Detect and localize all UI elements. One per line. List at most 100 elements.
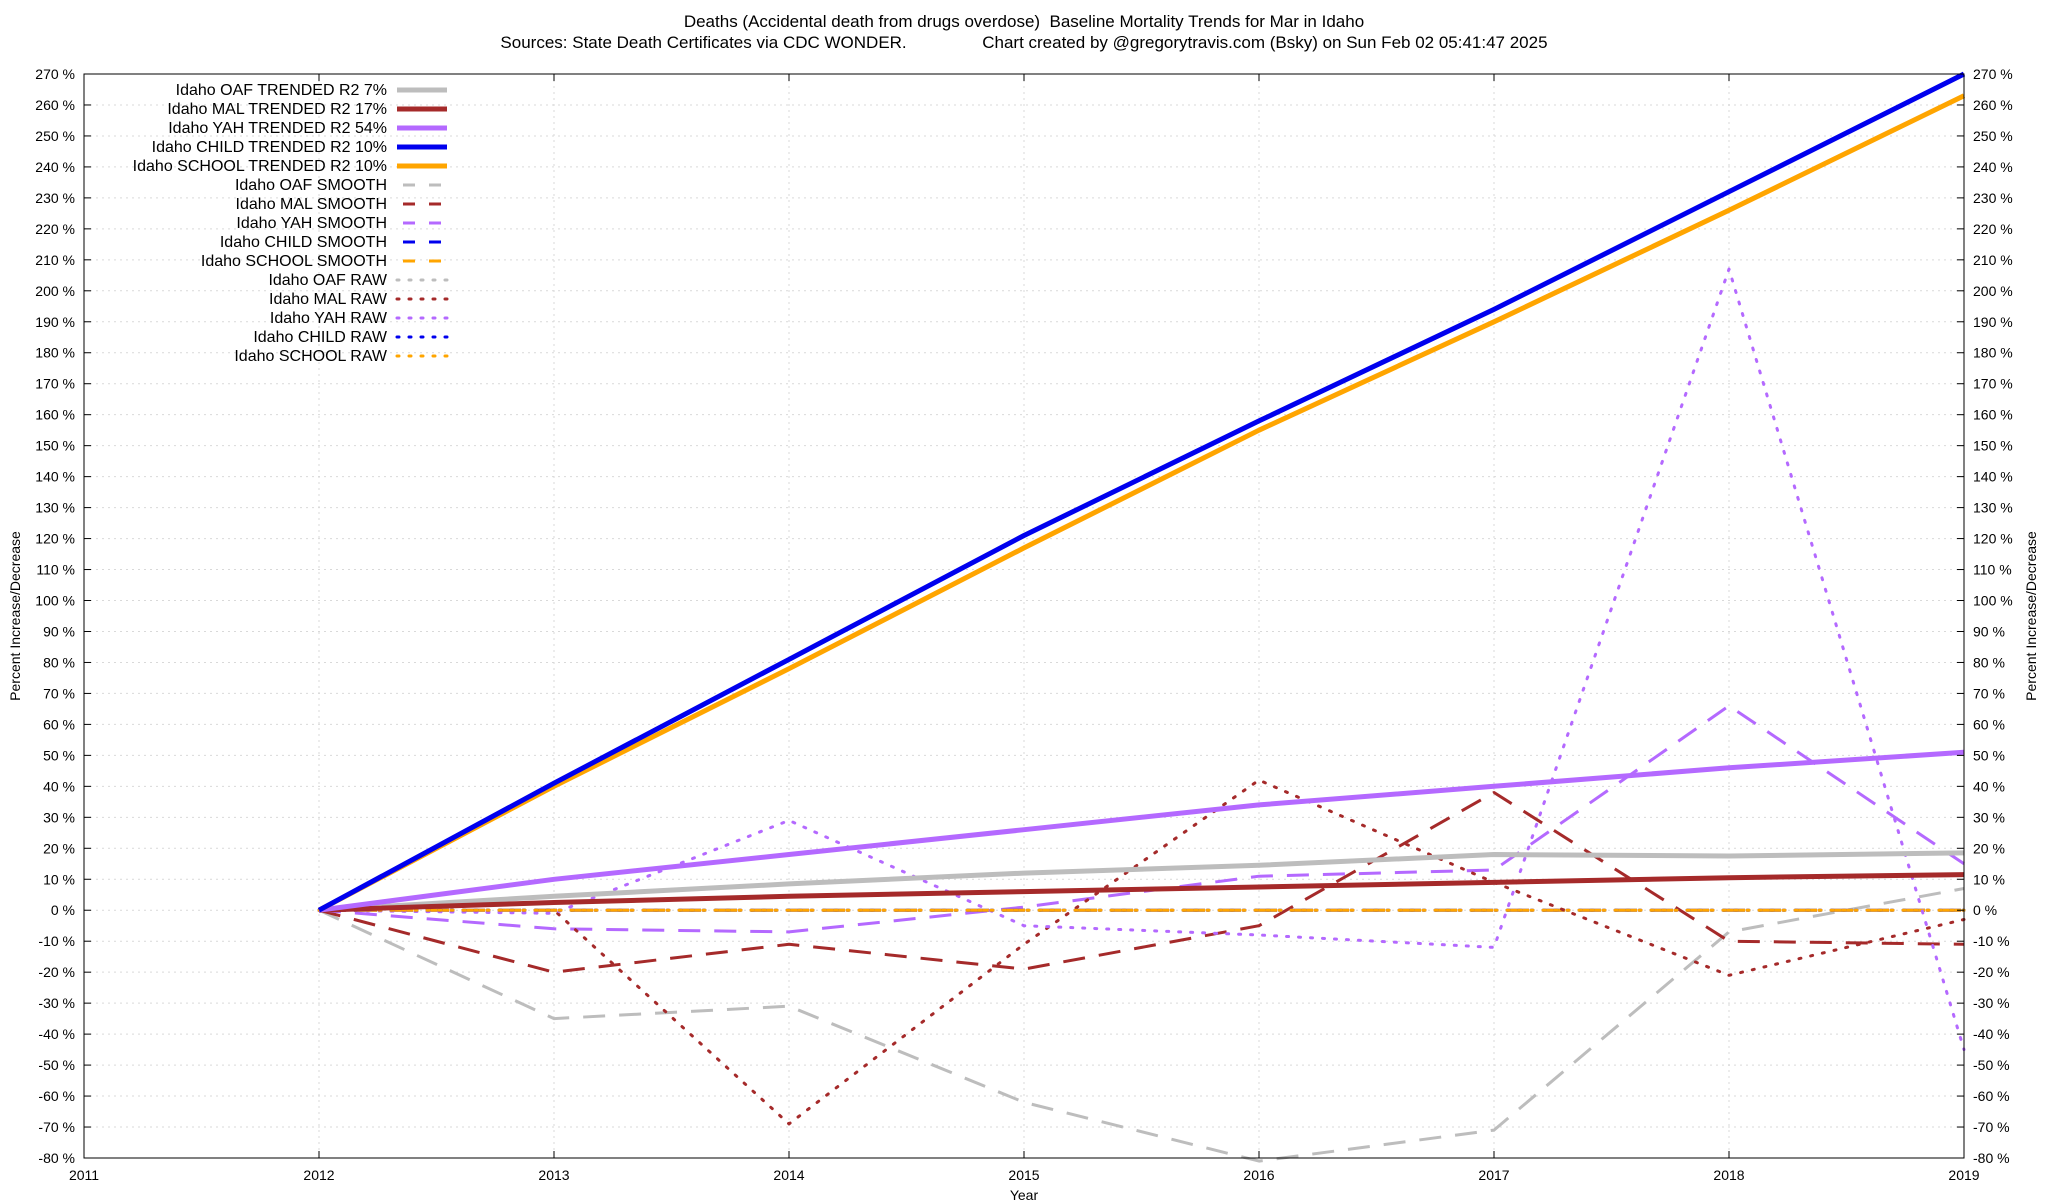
y2-tick-label: 80 %: [1973, 654, 2005, 670]
x-tick-label: 2016: [1243, 1167, 1274, 1183]
legend-label: Idaho SCHOOL RAW: [234, 348, 388, 365]
legend-label: Idaho SCHOOL SMOOTH: [201, 253, 387, 270]
y2-tick-label: 180 %: [1973, 345, 2013, 361]
y2-tick-label: 170 %: [1973, 376, 2013, 392]
series-lines: [317, 71, 1966, 1163]
series-line-idaho-mal-raw: [317, 778, 1966, 1126]
x-tick-label: 2019: [1948, 1167, 1979, 1183]
y2-tick-label: 110 %: [1973, 562, 2012, 578]
y-tick-label: 180 %: [35, 345, 75, 361]
series-line-idaho-yah-trended-r2-54: [318, 749, 1965, 913]
y-tick-label: 200 %: [35, 283, 75, 299]
y-tick-label: 100 %: [35, 593, 75, 609]
legend-label: Idaho CHILD TRENDED R2 10%: [152, 139, 387, 156]
x-tick-label: 2015: [1008, 1167, 1039, 1183]
y2-tick-label: -10 %: [1973, 933, 2010, 949]
series-line-idaho-yah-raw: [317, 267, 1966, 1052]
y2-tick-label: -70 %: [1973, 1119, 2010, 1135]
y-tick-label: -70 %: [38, 1119, 75, 1135]
x-tick-label: 2017: [1478, 1167, 1509, 1183]
y-tick-label: 230 %: [35, 190, 75, 206]
legend-label: Idaho OAF SMOOTH: [235, 177, 387, 194]
y-tick-label: 110 %: [36, 562, 75, 578]
y-tick-label: 70 %: [43, 685, 75, 701]
y-tick-label: 220 %: [35, 221, 75, 237]
y-tick-label: 60 %: [43, 716, 75, 732]
y-tick-label: 270 %: [35, 66, 75, 82]
y2-tick-label: 20 %: [1973, 840, 2005, 856]
legend-label: Idaho MAL TRENDED R2 17%: [167, 101, 387, 118]
y-tick-label: 40 %: [43, 778, 75, 794]
y2-tick-label: 90 %: [1973, 623, 2005, 639]
legend-label: Idaho OAF TRENDED R2 7%: [176, 82, 387, 99]
y2-axis-label: Percent Increase/Decrease: [2023, 531, 2039, 701]
legend-label: Idaho CHILD RAW: [253, 329, 388, 346]
y2-tick-label: 220 %: [1973, 221, 2013, 237]
legend-label: Idaho MAL SMOOTH: [236, 196, 387, 213]
y2-tick-label: 130 %: [1973, 500, 2013, 516]
y-tick-label: -60 %: [38, 1088, 75, 1104]
y-tick-label: 50 %: [43, 747, 75, 763]
y-tick-label: 0 %: [51, 902, 75, 918]
y2-tick-label: 50 %: [1973, 747, 2005, 763]
y-tick-label: 160 %: [35, 407, 75, 423]
legend: Idaho OAF TRENDED R2 7% Idaho MAL TRENDED…: [133, 82, 449, 365]
x-tick-label: 2014: [773, 1167, 804, 1183]
x-axis-label: Year: [1010, 1187, 1039, 1200]
series-line-idaho-mal-trended-r2-17: [318, 872, 1965, 913]
y-tick-label: 210 %: [35, 252, 75, 268]
y2-tick-label: 70 %: [1973, 685, 2005, 701]
y-tick-label: 10 %: [43, 871, 75, 887]
chart-subtitle: Sources: State Death Certificates via CD…: [500, 33, 1548, 52]
y2-tick-label: -60 %: [1973, 1088, 2010, 1104]
y2-tick-label: -40 %: [1973, 1026, 2010, 1042]
y-tick-label: 30 %: [43, 809, 75, 825]
y2-tick-label: 10 %: [1973, 871, 2005, 887]
series-line-idaho-oaf-trended-r2-7: [318, 850, 1965, 913]
y-tick-label: -10 %: [38, 933, 75, 949]
y-tick-label: 240 %: [35, 159, 75, 175]
legend-label: Idaho CHILD SMOOTH: [220, 234, 387, 251]
legend-label: Idaho MAL RAW: [269, 291, 388, 308]
y2-tick-label: 60 %: [1973, 716, 2005, 732]
y2-tick-label: 190 %: [1973, 314, 2013, 330]
y2-tick-label: 210 %: [1973, 252, 2013, 268]
legend-label: Idaho YAH RAW: [270, 310, 388, 327]
y-tick-label: -30 %: [38, 995, 75, 1011]
y2-tick-label: 160 %: [1973, 407, 2013, 423]
y-tick-label: -40 %: [38, 1026, 75, 1042]
legend-label: Idaho SCHOOL TRENDED R2 10%: [133, 158, 387, 175]
y-tick-label: 260 %: [35, 97, 75, 113]
y2-tick-label: 230 %: [1973, 190, 2013, 206]
y2-tick-label: -50 %: [1973, 1057, 2010, 1073]
y2-tick-label: 250 %: [1973, 128, 2013, 144]
y2-tick-label: 0 %: [1973, 902, 1997, 918]
series-line-idaho-school-trended-r2-10: [317, 93, 1966, 913]
y-tick-label: -20 %: [38, 964, 75, 980]
y-tick-label: 80 %: [43, 654, 75, 670]
axes: 270 % 270 % 260 % 260 % 250 % 250 % 240 % 240 %…: [35, 66, 2012, 1183]
y-tick-label: 250 %: [35, 128, 75, 144]
y-tick-label: 130 %: [35, 500, 75, 516]
y-tick-label: 140 %: [35, 469, 75, 485]
series-line-idaho-mal-smooth: [318, 791, 1965, 974]
x-tick-label: 2012: [303, 1167, 334, 1183]
y-tick-label: 90 %: [43, 623, 75, 639]
y2-tick-label: -20 %: [1973, 964, 2010, 980]
y-tick-label: 20 %: [43, 840, 75, 856]
y-tick-label: 150 %: [35, 438, 75, 454]
y-axis-label: Percent Increase/Decrease: [7, 531, 23, 701]
y2-tick-label: 120 %: [1973, 531, 2013, 547]
legend-label: Idaho OAF RAW: [268, 272, 387, 289]
y2-tick-label: 240 %: [1973, 159, 2013, 175]
x-tick-label: 2018: [1713, 1167, 1744, 1183]
y2-tick-label: 30 %: [1973, 809, 2005, 825]
legend-label: Idaho YAH TRENDED R2 54%: [168, 120, 387, 137]
series-line-idaho-yah-smooth: [318, 704, 1965, 934]
y2-tick-label: -80 %: [1973, 1150, 2010, 1166]
x-tick-label: 2013: [538, 1167, 569, 1183]
chart-title: Deaths (Accidental death from drugs over…: [683, 12, 1365, 31]
y-tick-label: -50 %: [38, 1057, 75, 1073]
y-tick-label: -80 %: [38, 1150, 75, 1166]
